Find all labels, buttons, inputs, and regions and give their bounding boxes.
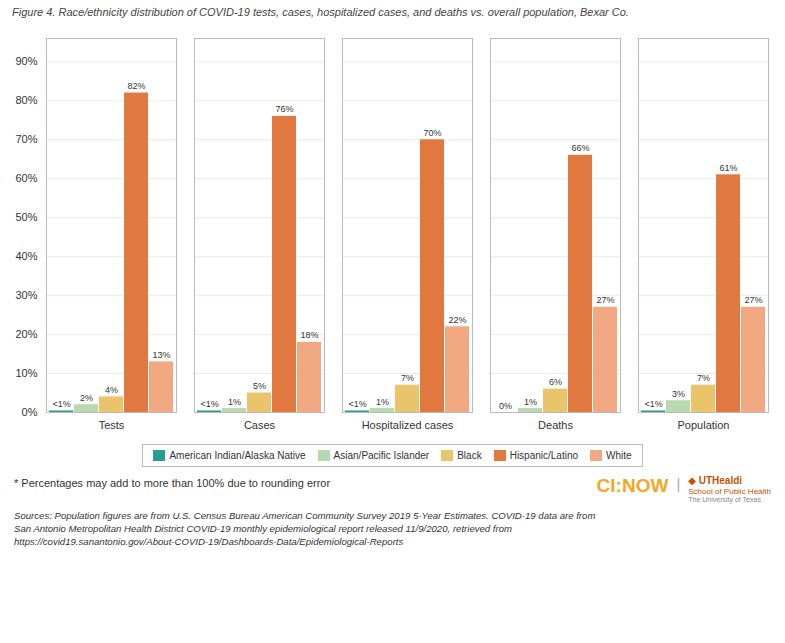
html-text:https://covid19.sanantonio.gov: https://covid19.sanantonio.gov/About-COV… (14, 535, 404, 547)
svg-text:<1%: <1% (644, 399, 662, 409)
svg-text:Population: Population (678, 419, 730, 431)
svg-text:Tests: Tests (99, 419, 125, 431)
svg-text:40%: 40% (15, 250, 37, 262)
svg-text:70%: 70% (15, 133, 37, 145)
svg-text:27%: 27% (744, 295, 762, 305)
html-text:School of Public Health: School of Public Health (688, 486, 771, 496)
svg-text:<1%: <1% (200, 399, 218, 409)
svg-text:5%: 5% (253, 381, 266, 391)
svg-text:4%: 4% (105, 385, 118, 395)
html-text:* Percentages may add to more: * Percentages may add to more than 100% … (14, 477, 331, 489)
svg-text:3%: 3% (672, 389, 685, 399)
html-text:The University of Texas: The University of Texas (688, 495, 761, 503)
svg-text:1%: 1% (376, 397, 389, 407)
svg-text:76%: 76% (275, 104, 293, 114)
svg-text:<1%: <1% (52, 399, 70, 409)
svg-text:6%: 6% (549, 377, 562, 387)
svg-text:61%: 61% (719, 163, 737, 173)
svg-text:27%: 27% (596, 295, 614, 305)
html-text:◆ UTHealdi: ◆ UTHealdi (688, 475, 743, 486)
svg-text:66%: 66% (571, 143, 589, 153)
svg-text:70%: 70% (423, 128, 441, 138)
svg-text:90%: 90% (15, 55, 37, 67)
svg-text:Cases: Cases (244, 419, 276, 431)
html-text:Asian/Pacific Islander: Asian/Pacific Islander (333, 450, 430, 461)
svg-text:Deaths: Deaths (538, 419, 573, 431)
svg-text:80%: 80% (15, 94, 37, 106)
svg-text:2%: 2% (80, 393, 93, 403)
svg-text:50%: 50% (15, 211, 37, 223)
svg-text:0%: 0% (22, 406, 38, 418)
svg-text:82%: 82% (127, 81, 145, 91)
svg-text:0%: 0% (499, 401, 512, 411)
svg-text:7%: 7% (401, 373, 414, 383)
svg-text:7%: 7% (697, 373, 710, 383)
html-text:San Antonio Metropolitan Healt: San Antonio Metropolitan Health District… (14, 522, 513, 534)
html-text:CI:NOW |: CI:NOW | (596, 475, 681, 496)
html-text:Figure 4. Race/ethnicity distr: Figure 4. Race/ethnicity distribution of… (12, 6, 629, 18)
html-text:Black: Black (457, 450, 482, 461)
svg-text:1%: 1% (524, 397, 537, 407)
svg-text:18%: 18% (300, 330, 318, 340)
html-text:American Indian/Alaska Native: American Indian/Alaska Native (169, 450, 306, 461)
svg-text:Hospitalized cases: Hospitalized cases (362, 419, 454, 431)
svg-text:20%: 20% (15, 328, 37, 340)
html-text:White: White (606, 450, 632, 461)
svg-text:13%: 13% (152, 350, 170, 360)
svg-text:<1%: <1% (348, 399, 366, 409)
svg-text:30%: 30% (15, 289, 37, 301)
svg-text:60%: 60% (15, 172, 37, 184)
svg-text:22%: 22% (448, 315, 466, 325)
html-text:Hispanic/Latino: Hispanic/Latino (509, 450, 578, 461)
html-text:Sources: Population figures ar: Sources: Population figures are from U.S… (14, 509, 596, 521)
svg-text:1%: 1% (228, 397, 241, 407)
svg-text:10%: 10% (15, 367, 37, 379)
